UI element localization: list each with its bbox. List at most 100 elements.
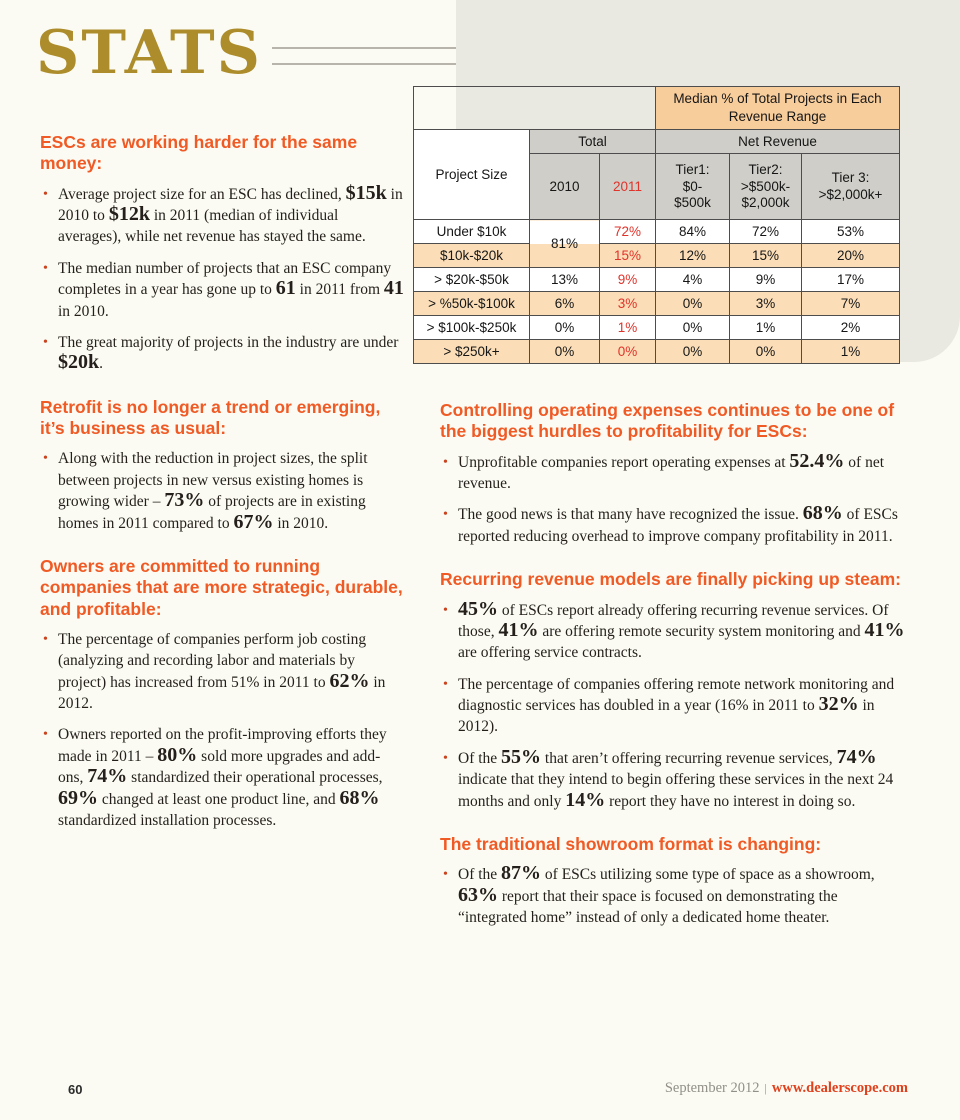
body-text: Owners reported on the profit-improving … xyxy=(58,726,387,765)
value-cell-2011: 3% xyxy=(599,291,656,317)
body-text: standardized their operational processes… xyxy=(127,769,383,787)
body-text: The percentage of companies perform job … xyxy=(58,630,367,691)
row-label: > $100k-$250k xyxy=(413,315,530,341)
body-text: of net revenue. xyxy=(458,453,885,493)
body-text: are offering service contracts. xyxy=(458,644,642,662)
bullet-item: The good news is that many have recogniz… xyxy=(440,502,908,547)
group-header-net-revenue: Net Revenue xyxy=(655,129,900,155)
value-cell-2010: 6% xyxy=(529,291,600,317)
stat-value: 55% xyxy=(501,745,542,768)
row-label: $10k-$20k xyxy=(413,243,530,269)
stat-value: 45% xyxy=(458,597,498,620)
projects-table: Median % of Total Projects in Each Reven… xyxy=(413,85,900,365)
page-number: 60 xyxy=(68,1082,83,1097)
stat-value: 41% xyxy=(864,618,905,641)
stat-value: 41 xyxy=(383,277,404,300)
bullet-item: Owners reported on the profit-improving … xyxy=(40,724,404,831)
value-cell-tier1: 84% xyxy=(655,219,730,245)
column-header-tier2: Tier2: >$500k- $2,000k xyxy=(729,153,802,221)
stat-value: 32% xyxy=(818,693,859,716)
row-label: Under $10k xyxy=(413,219,530,245)
bullet-item: The median number of projects that an ES… xyxy=(40,258,404,322)
stat-section: Recurring revenue models are finally pic… xyxy=(440,569,908,812)
stat-section: Owners are committed to running companie… xyxy=(40,556,404,831)
footer-separator: | xyxy=(764,1081,767,1095)
section-heading: Recurring revenue models are finally pic… xyxy=(440,569,901,590)
body-text: that aren’t offering recurring revenue s… xyxy=(541,749,837,767)
value-cell-tier3: 1% xyxy=(801,339,900,365)
value-cell-tier2: 3% xyxy=(729,291,802,317)
table-row: > $20k-$50k 13% 9% 4% 9% 17% xyxy=(413,267,900,293)
body-text: Of the xyxy=(458,866,502,884)
body-text: The percentage of companies offering rem… xyxy=(458,675,895,715)
stat-value: 74% xyxy=(836,745,877,768)
bullet-list: Average project size for an ESC has decl… xyxy=(40,181,404,375)
stat-value: 61 xyxy=(275,277,296,300)
bullet-list: Of the 87% of ESCs utilizing some type o… xyxy=(440,863,908,928)
right-column: Controlling operating expenses continues… xyxy=(440,400,908,950)
stat-value: 62% xyxy=(329,669,370,692)
body-text: . xyxy=(99,355,103,373)
section-heading: Retrofit is no longer a trend or emergin… xyxy=(40,396,381,439)
bullet-item: Of the 87% of ESCs utilizing some type o… xyxy=(440,863,908,928)
bullet-item: The percentage of companies perform job … xyxy=(40,629,404,715)
value-cell-2011: 0% xyxy=(599,339,656,365)
value-cell-tier2: 15% xyxy=(729,243,802,269)
body-text: Unprofitable companies report operating … xyxy=(458,453,790,471)
stat-value: 80% xyxy=(157,743,198,766)
table-title-row: Median % of Total Projects in Each Reven… xyxy=(413,85,900,131)
stat-value: $15k xyxy=(345,181,387,204)
value-cell-tier3: 17% xyxy=(801,267,900,293)
stat-value: 67% xyxy=(233,510,274,533)
masthead-rule-bottom xyxy=(272,63,456,65)
bullet-item: Unprofitable companies report operating … xyxy=(440,451,908,495)
body-text: Average project size for an ESC has decl… xyxy=(58,185,346,203)
value-cell-tier1: 12% xyxy=(655,243,730,269)
body-text: The median number of projects that an ES… xyxy=(58,259,392,299)
body-text: of projects are in existing homes in 201… xyxy=(58,493,366,532)
body-text: Of the xyxy=(458,749,502,767)
value-cell-tier1: 0% xyxy=(655,291,730,317)
issue-date: September 2012 xyxy=(664,1080,760,1096)
stat-value: $20k xyxy=(58,351,100,374)
body-text: in 2010 to xyxy=(58,185,403,225)
value-cell-tier1: 0% xyxy=(655,315,730,341)
table-column-header-row: 2010 2011 Tier1: $0- $500k Tier2: >$500k… xyxy=(414,153,900,221)
body-text: sold more upgrades and add-ons, xyxy=(58,747,381,787)
bullet-list: 45% of ESCs report already offering recu… xyxy=(440,597,908,812)
bullet-item: Along with the reduction in project size… xyxy=(40,448,404,534)
value-cell-2010: 81% xyxy=(529,219,600,269)
stat-value: 63% xyxy=(458,883,498,906)
stat-value: 73% xyxy=(164,489,205,512)
value-cell-tier3: 53% xyxy=(801,219,900,245)
website-link[interactable]: www.dealerscope.com xyxy=(771,1080,908,1096)
row-label: > $250k+ xyxy=(413,339,530,365)
body-text: in 2012. xyxy=(58,673,386,713)
value-cell-tier1: 0% xyxy=(655,339,730,365)
stat-value: 14% xyxy=(565,788,606,811)
body-text: in 2010. xyxy=(273,514,329,532)
row-label: > %50k-$100k xyxy=(413,291,530,317)
corner-project-size: Project Size xyxy=(413,129,530,221)
body-text: are offering remote security system moni… xyxy=(538,622,865,640)
bullet-item: Of the 55% that aren’t offering recurrin… xyxy=(440,745,908,812)
value-cell-2011: 15% xyxy=(599,243,656,269)
table-row: > $100k-$250k 0% 1% 0% 1% 2% xyxy=(413,315,900,341)
body-text: of ESCs report already offering recurrin… xyxy=(458,601,889,640)
stat-section: The traditional showroom format is chang… xyxy=(440,834,908,928)
value-cell-tier2: 72% xyxy=(729,219,802,245)
body-text: report that their space is focused on de… xyxy=(458,887,838,926)
table-row: > $250k+ 0% 0% 0% 0% 1% xyxy=(413,339,900,365)
stat-section: ESCs are working harder for the same mon… xyxy=(40,132,404,375)
value-cell-2011: 1% xyxy=(599,315,656,341)
stat-value: 68% xyxy=(802,502,843,525)
projects-table-wrap: Median % of Total Projects in Each Reven… xyxy=(413,85,900,365)
stat-value: 69% xyxy=(58,786,98,809)
value-cell-2011: 72% xyxy=(599,219,656,245)
bullet-item: 45% of ESCs report already offering recu… xyxy=(440,597,908,664)
row-label: > $20k-$50k xyxy=(413,267,530,293)
page-footer: 60 September 2012 | www.dealerscope.com xyxy=(0,1080,960,1102)
body-text: standardized installation processes. xyxy=(58,811,277,829)
body-text: in 2012). xyxy=(458,697,875,736)
value-cell-tier3: 2% xyxy=(801,315,900,341)
